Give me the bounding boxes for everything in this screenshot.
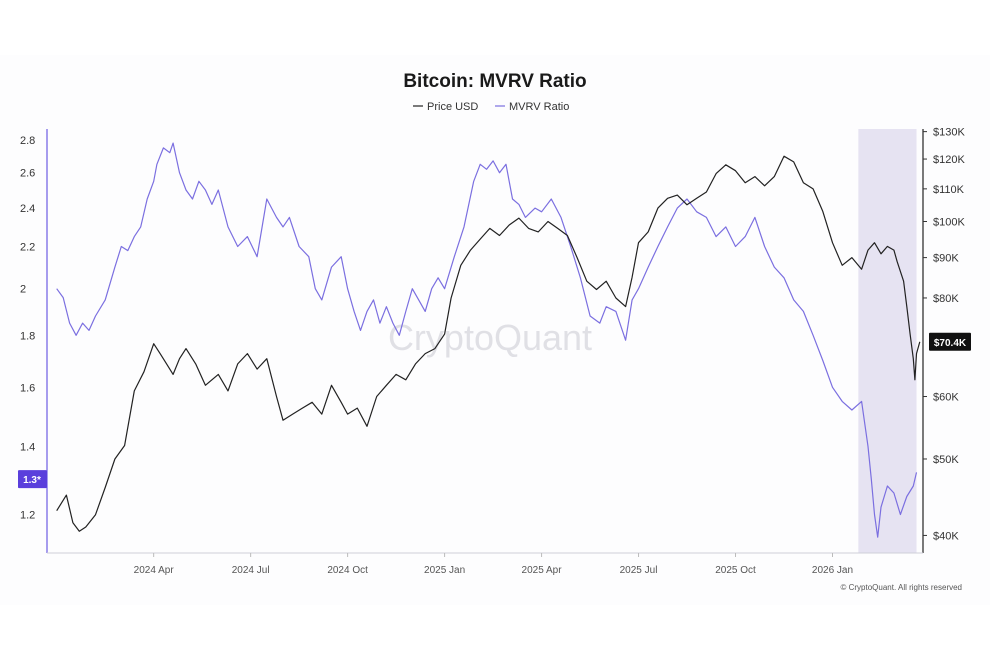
right-tick-label: $120K bbox=[933, 154, 965, 166]
x-tick-label: 2025 Jan bbox=[424, 565, 465, 576]
series-line-mvrv-ratio bbox=[56, 142, 918, 538]
right-tick-label: $110K bbox=[933, 184, 965, 196]
badge-layer: 1.3* $70.4K bbox=[18, 332, 971, 489]
legend-label-price: Price USD bbox=[427, 101, 478, 113]
left-tick-label: 1.8 bbox=[20, 330, 35, 342]
legend-label-mvrv: MVRV Ratio bbox=[509, 101, 569, 113]
current-price-badge bbox=[929, 332, 971, 351]
shaded-region bbox=[858, 129, 917, 553]
right-tick-label: $80K bbox=[933, 293, 959, 305]
axes-layer: 1.2 1.4 1.6 1.8 2 2.2 2.4 2.6 2.8 $40K $50K $60K $80… bbox=[20, 127, 965, 576]
chart-title: Bitcoin: MVRV Ratio bbox=[403, 71, 586, 92]
legend: Price USD MVRV Ratio bbox=[413, 101, 569, 113]
series-line-price-usd bbox=[56, 155, 921, 532]
left-tick-label: 2.6 bbox=[20, 168, 35, 180]
left-tick-label: 2.8 bbox=[20, 135, 35, 147]
current-mvrv-label: 1.3* bbox=[23, 475, 41, 486]
right-tick-label: $40K bbox=[933, 530, 959, 542]
x-tick-label: 2024 Oct bbox=[327, 565, 368, 576]
chart-card bbox=[0, 55, 990, 605]
x-tick-label: 2025 Jul bbox=[620, 565, 658, 576]
right-tick-label: $130K bbox=[933, 127, 965, 139]
x-tick-label: 2025 Oct bbox=[715, 565, 756, 576]
current-mvrv-badge bbox=[18, 470, 47, 489]
right-tick-label: $90K bbox=[933, 253, 959, 265]
left-tick-label: 2.2 bbox=[20, 242, 35, 254]
left-tick-label: 2 bbox=[20, 284, 26, 296]
x-tick-label: 2024 Apr bbox=[134, 565, 175, 576]
left-tick-label: 1.2 bbox=[20, 510, 35, 522]
series-layer bbox=[56, 142, 921, 538]
right-tick-label: $50K bbox=[933, 454, 959, 466]
x-tick-label: 2025 Apr bbox=[522, 565, 563, 576]
right-tick-label: $60K bbox=[933, 392, 959, 404]
x-tick-label: 2024 Jul bbox=[232, 565, 270, 576]
copyright-text: © CryptoQuant. All rights reserved bbox=[841, 583, 963, 592]
shaded-region-layer bbox=[858, 129, 917, 553]
left-tick-label: 1.6 bbox=[20, 382, 35, 394]
x-tick-label: 2026 Jan bbox=[812, 565, 853, 576]
right-tick-label: $100K bbox=[933, 217, 965, 229]
current-price-label: $70.4K bbox=[934, 338, 967, 349]
left-tick-label: 1.4 bbox=[20, 441, 35, 453]
left-tick-label: 2.4 bbox=[20, 203, 35, 215]
watermark: CryptoQuant bbox=[388, 317, 592, 358]
